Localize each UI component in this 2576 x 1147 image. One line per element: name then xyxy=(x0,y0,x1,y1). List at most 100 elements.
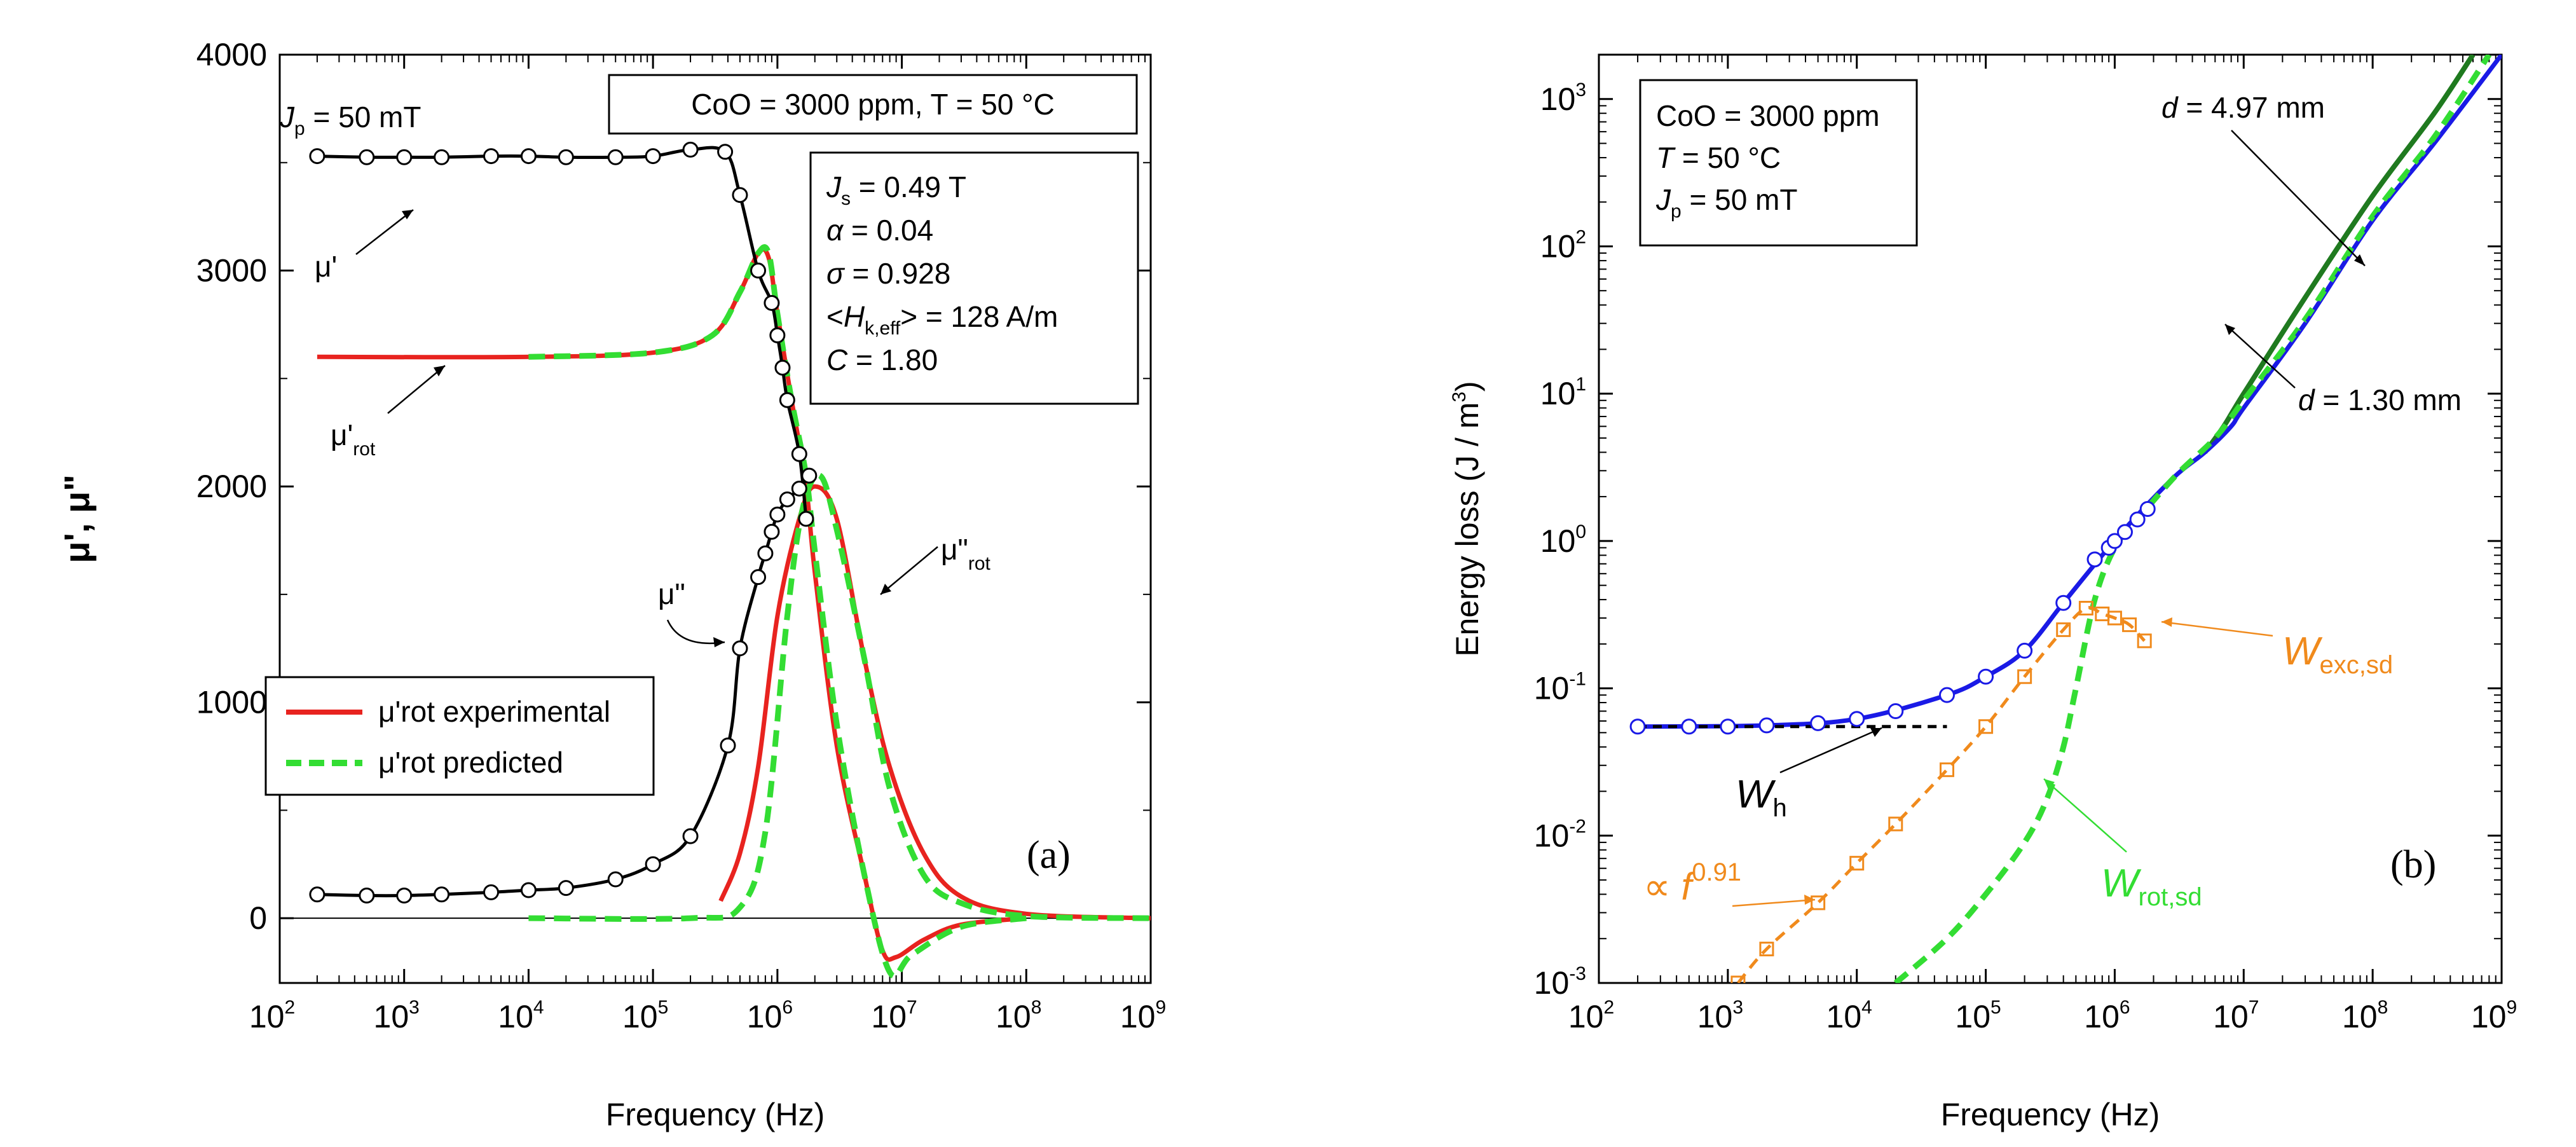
panel-a-jp-label: Jp = 50 mT xyxy=(279,100,421,139)
data-point xyxy=(309,148,325,165)
panel-b-info-box xyxy=(1639,79,1918,247)
x-tick-label: 107 xyxy=(871,997,917,1034)
data-point xyxy=(520,882,537,898)
data-point xyxy=(791,446,807,462)
arrow-mu-dprime-rot xyxy=(880,546,938,595)
data-point xyxy=(732,640,748,657)
data-point xyxy=(558,880,574,896)
data-point xyxy=(717,144,734,160)
label-w-h: Wh xyxy=(1736,773,1787,822)
series-line xyxy=(2202,55,2476,454)
param-js: Js = 0.49 T xyxy=(826,170,966,209)
x-tick-label: 109 xyxy=(2471,997,2517,1034)
data-point xyxy=(682,828,699,844)
panel-b-x-axis-title: Frequency (Hz) xyxy=(1941,1097,2160,1132)
series-line xyxy=(528,472,1151,922)
x-tick-label: 108 xyxy=(996,997,1041,1034)
data-point xyxy=(396,149,413,165)
param-hk: <Hk,eff> = 128 A/m xyxy=(826,300,1058,339)
y-tick-label: 100 xyxy=(1540,521,1586,559)
x-tick-label: 109 xyxy=(1120,997,1166,1034)
legend-label-experimental: μ'rot experimental xyxy=(378,695,610,728)
x-tick-label: 106 xyxy=(747,997,793,1034)
data-point xyxy=(750,569,767,586)
x-tick-label: 108 xyxy=(2342,997,2388,1034)
series-line xyxy=(718,484,1151,921)
series-line xyxy=(317,146,808,519)
data-point xyxy=(2137,633,2152,649)
arrow-d-thick-head xyxy=(2354,254,2365,266)
label-w-rot: Wrot,sd xyxy=(2101,862,2202,911)
data-point xyxy=(359,887,375,903)
data-point xyxy=(801,467,818,484)
panel-a-condition-box xyxy=(608,74,1138,135)
x-tick-label: 106 xyxy=(2084,997,2130,1034)
data-point xyxy=(1629,718,1646,735)
data-point xyxy=(483,884,500,900)
x-tick-label: 107 xyxy=(2213,997,2259,1034)
data-point xyxy=(359,149,375,165)
data-point xyxy=(1758,717,1775,734)
arrow-w-h-head xyxy=(1870,728,1882,737)
data-point xyxy=(520,148,537,165)
param-c: C = 1.80 xyxy=(826,343,938,376)
data-point xyxy=(1978,668,1994,685)
data-point xyxy=(779,392,795,408)
info-jp: Jp = 50 mT xyxy=(1655,183,1797,222)
x-tick-label: 105 xyxy=(1955,997,2001,1034)
data-point xyxy=(2078,601,2093,616)
data-point xyxy=(1811,895,1826,910)
data-point xyxy=(2055,594,2072,611)
data-point xyxy=(2017,642,2033,659)
data-point xyxy=(483,148,500,165)
y-tick-label: 101 xyxy=(1540,374,1586,411)
y-tick-label: 3000 xyxy=(196,253,267,289)
data-point xyxy=(1940,762,1955,778)
data-point xyxy=(1810,715,1826,731)
data-point xyxy=(2017,669,2032,684)
data-point xyxy=(2139,500,2156,517)
data-point xyxy=(1759,942,1774,957)
label-mu-dprime: μ" xyxy=(658,577,685,610)
data-point xyxy=(769,506,786,523)
arrow-mu-prime-head xyxy=(402,210,413,219)
data-point xyxy=(769,327,786,343)
y-tick-label: 10-1 xyxy=(1534,669,1586,706)
data-point xyxy=(2129,511,2146,528)
data-point xyxy=(2116,524,2133,540)
label-mu-dprime-rot: μ"rot xyxy=(941,533,991,574)
y-tick-label: 103 xyxy=(1540,79,1586,117)
data-point xyxy=(757,545,774,561)
data-point xyxy=(2086,551,2103,568)
y-tick-label: 1000 xyxy=(196,685,267,720)
data-point xyxy=(1849,856,1865,871)
x-tick-label: 103 xyxy=(374,997,420,1034)
data-point xyxy=(645,148,661,165)
arrow-w-rot xyxy=(2043,778,2127,853)
arrow-mu-prime xyxy=(355,209,414,255)
arrow-mu-prime-rot-head xyxy=(434,366,445,376)
panel-b-label: (b) xyxy=(2390,843,2436,886)
data-point xyxy=(1720,718,1736,735)
legend-label-predicted: μ'rot predicted xyxy=(378,746,563,779)
param-alpha: α = 0.04 xyxy=(826,214,933,247)
panel-a-parameter-list: Js = 0.49 T α = 0.04 σ = 0.928 <Hk,eff> … xyxy=(826,170,1058,376)
data-point xyxy=(1939,687,1956,703)
data-point xyxy=(434,886,450,903)
panel-a-chart: 102 103 104 105 106 107 108 109 0 1000 2000 3000 400… xyxy=(57,37,1166,1132)
data-point xyxy=(1849,711,1865,727)
label-d-thin: d = 1.30 mm xyxy=(2298,383,2462,416)
data-point xyxy=(779,491,795,507)
data-point xyxy=(1730,975,1746,983)
arrow-power-law xyxy=(1732,898,1816,907)
x-tick-label: 103 xyxy=(1697,997,1743,1034)
arrow-w-exc xyxy=(2161,621,2273,637)
data-point xyxy=(2107,610,2122,626)
x-tick-label: 104 xyxy=(498,997,544,1034)
data-point xyxy=(607,149,624,165)
panel-a-plot-frame xyxy=(278,53,1152,984)
y-tick-label: 0 xyxy=(249,900,267,936)
x-tick-label: 105 xyxy=(622,997,668,1034)
panel-b-y-axis-title: Energy loss (J / m3) xyxy=(1449,381,1485,656)
